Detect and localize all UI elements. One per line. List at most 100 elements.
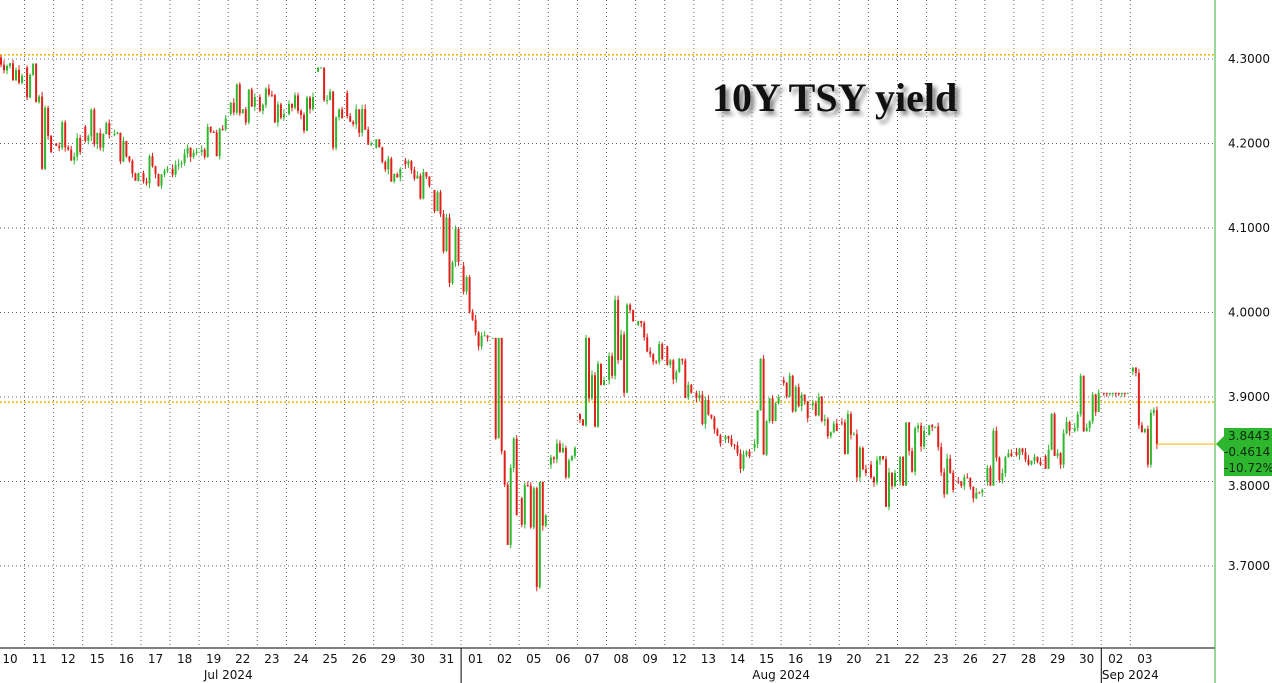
candle-body [843,422,846,454]
candle-body [399,168,402,178]
candle-body [326,100,329,102]
candle-body [122,141,125,162]
candle-body [861,447,864,470]
candle-body [640,320,643,324]
candle-body [701,394,704,424]
x-tick-label: 23 [264,652,279,666]
candle-body [166,168,169,171]
last-change: -0.4614 [1224,445,1271,459]
x-tick-label: 26 [963,652,978,666]
candle-body [774,403,777,422]
x-tick-label: 16 [119,652,134,666]
candle-body [506,484,509,545]
candle-body [64,122,67,148]
candle-body [47,107,50,136]
y-tick-label: 3.8000 [1228,479,1270,493]
candle-body [93,109,96,145]
candle-body [195,151,198,153]
candle-body [914,428,917,472]
candle-body [1050,413,1053,450]
candle-body [26,67,29,98]
candle-body [966,477,969,479]
candle-body [1102,392,1105,394]
candle-body [258,97,261,111]
candle-body [312,97,314,109]
candle-body [273,95,276,123]
candle-body [573,447,576,457]
candle-body [963,477,966,486]
candle-body [349,116,352,122]
candle-body [105,123,108,135]
x-tick-label: 27 [992,652,1007,666]
candle-body [864,469,867,474]
candle-body [1155,410,1158,445]
candle-body [200,149,203,152]
x-tick-label: 16 [788,652,803,666]
candle-body [690,384,693,393]
y-tick-label: 4.2000 [1228,137,1270,151]
candle-body [888,472,890,507]
candle-body [1146,428,1149,465]
candle-body [229,102,232,114]
candle-body [494,337,497,439]
candle-body [189,147,192,157]
candle-body [840,422,843,424]
candle-body [894,473,896,487]
candle-body [192,152,195,157]
candle-body [1091,394,1094,422]
candle-body [1062,433,1065,465]
candle-body [160,174,163,186]
candle-body [1088,421,1091,428]
candle-body [131,160,134,174]
candle-body [500,337,503,452]
candle-body [177,164,180,166]
candle-body [134,173,137,181]
candle-body [739,453,742,469]
candle-body [923,430,926,447]
candle-body [876,460,878,483]
candle-body [713,417,716,430]
candle-body [261,104,264,111]
candle-body [151,156,154,167]
month-label: Aug 2024 [752,668,810,682]
candle-body [21,75,23,83]
candle-body [969,478,972,487]
candle-body [1036,456,1039,462]
candle-body [803,394,806,402]
x-tick-label: 11 [31,652,46,666]
candle-body [1111,392,1114,394]
candle-body [672,360,675,380]
candle-body [154,166,157,174]
y-tick-label: 3.7000 [1228,559,1270,573]
candle-body [1030,460,1033,465]
candle-body [1123,392,1126,394]
candle-body [70,149,73,161]
candle-body [1073,427,1076,431]
candle-body [858,447,861,478]
x-tick-label: 31 [439,652,454,666]
candle-body [911,451,914,472]
candle-body [422,172,425,199]
x-tick-label: 15 [759,652,774,666]
candle-body [724,436,727,440]
y-tick-label: 4.0000 [1228,306,1270,320]
candle-body [209,127,212,132]
candle-body [981,489,984,493]
candle-body [835,423,838,431]
candle-body [29,74,32,98]
candle-body [943,472,946,495]
candle-body [439,192,442,215]
candle-body [541,481,544,526]
candle-body [832,423,835,433]
candle-body [221,128,224,130]
candle-body [646,337,649,352]
candle-body [361,109,364,133]
candle-body [620,334,623,361]
candle-body [238,84,241,114]
candle-body [826,419,829,437]
candle-body [294,95,296,108]
candle-body [55,143,58,146]
candle-body [782,380,785,384]
candle-body [579,413,581,420]
candle-body [370,143,373,145]
